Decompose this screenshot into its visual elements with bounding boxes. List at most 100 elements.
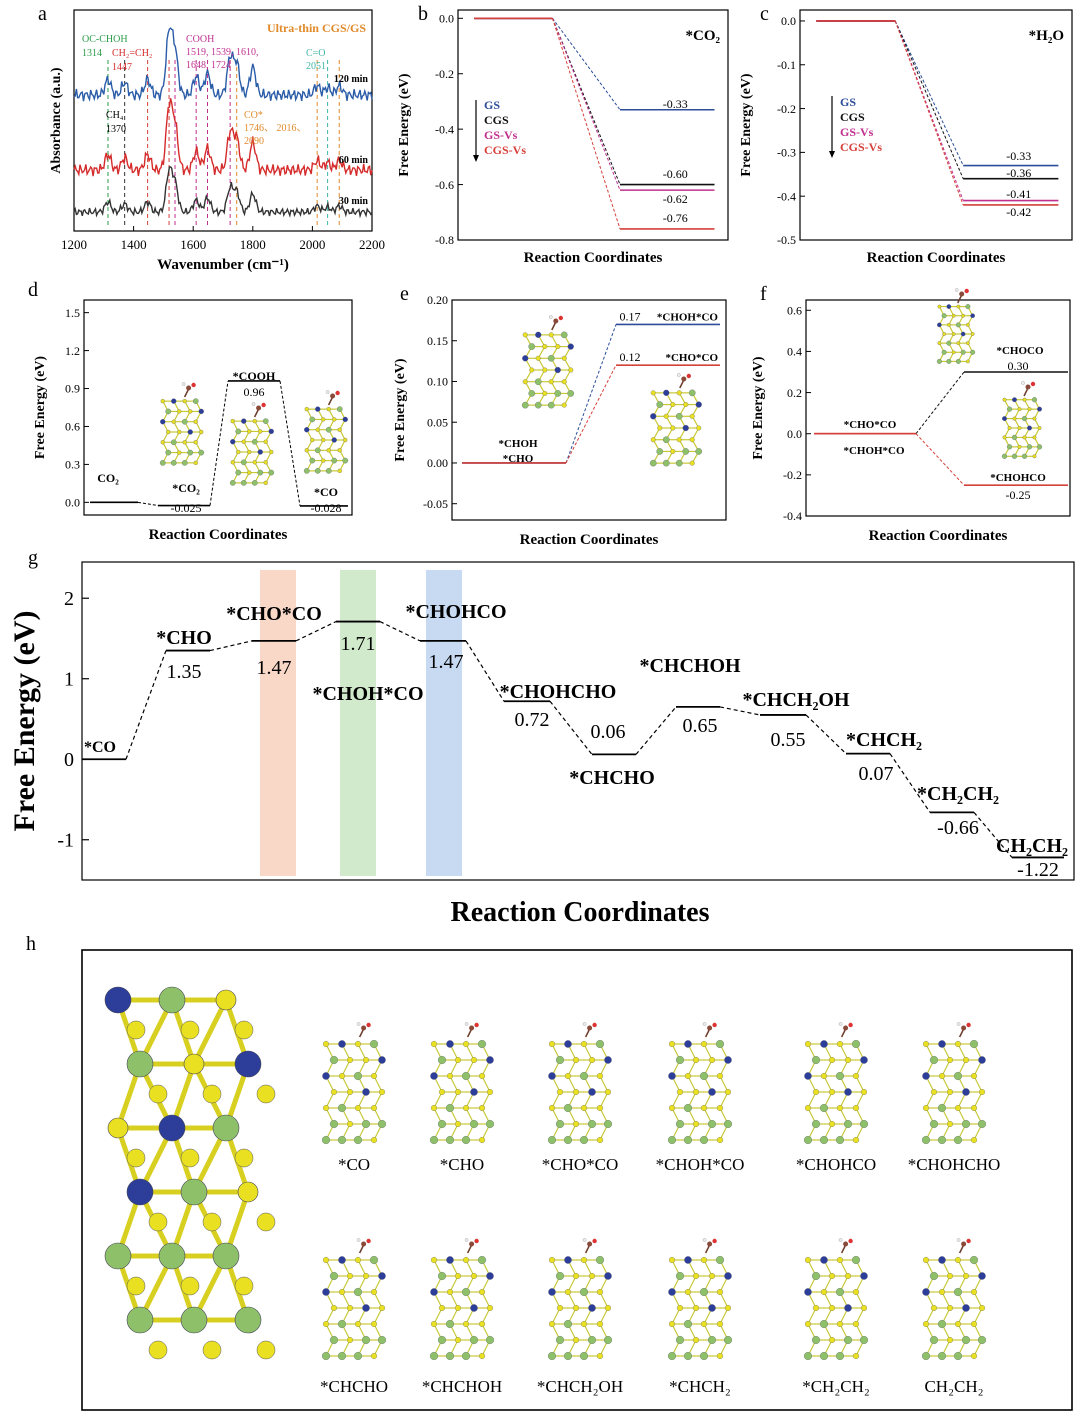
- atom: [692, 1120, 700, 1128]
- atom: [970, 1104, 978, 1112]
- panel-d: d 1.5 1.2 0.9 0.6 0.3 0.0 Free Energy (eV) React…: [28, 279, 353, 543]
- atom: [946, 1336, 954, 1344]
- atom: [937, 304, 942, 309]
- atom: [723, 1119, 733, 1129]
- atom: [321, 417, 326, 422]
- atom: [315, 406, 321, 412]
- atom: [708, 1272, 716, 1280]
- value-label: 0.65: [683, 715, 718, 737]
- atom: [961, 1335, 971, 1345]
- atom: [437, 1119, 447, 1129]
- atom: [699, 1287, 709, 1297]
- atom: [235, 469, 242, 476]
- panel-letter: g: [28, 547, 38, 569]
- atom: [240, 480, 247, 486]
- atom: [819, 1103, 829, 1113]
- atom: [330, 1088, 338, 1096]
- atom: [956, 304, 961, 309]
- chart-title: Ultra-thin CGS/GS: [267, 21, 366, 35]
- atom: [322, 1040, 330, 1048]
- structure-model: [1001, 381, 1043, 459]
- adsorbate-atom: [366, 1022, 371, 1028]
- atom: [322, 1104, 330, 1112]
- atom: [596, 1136, 604, 1144]
- structure-label: CH₂CH₂: [924, 1377, 983, 1396]
- atom: [951, 313, 956, 318]
- y-tick-label: -0.4: [777, 189, 796, 203]
- atom: [258, 429, 263, 434]
- atom: [555, 1271, 565, 1281]
- atom: [370, 1352, 378, 1360]
- atom: [346, 1088, 354, 1096]
- atom: [309, 416, 316, 423]
- legend-arrowhead: [829, 151, 835, 158]
- atom: [859, 1335, 869, 1345]
- state-label: *CHO*CO: [844, 419, 897, 431]
- atom: [326, 407, 331, 412]
- atom: [430, 1072, 438, 1080]
- atom: [337, 1135, 347, 1145]
- adsorbate-atom: [702, 1022, 707, 1026]
- atom: [322, 1288, 330, 1296]
- atom: [835, 1287, 845, 1297]
- atom: [668, 1104, 676, 1112]
- atom: [961, 313, 965, 318]
- atom: [852, 1072, 860, 1080]
- atom: [563, 1351, 573, 1361]
- x-axis-label: Reaction Coordinates: [867, 250, 1006, 266]
- atom: [212, 1242, 240, 1270]
- atom: [325, 468, 332, 474]
- panel-letter: h: [26, 933, 36, 955]
- atom: [689, 437, 695, 443]
- atom: [1037, 426, 1042, 430]
- atom: [953, 1071, 963, 1081]
- atom: [430, 1040, 438, 1048]
- atom: [534, 378, 542, 386]
- structure-label: *CHOHCO: [796, 1155, 876, 1174]
- atom: [670, 402, 676, 408]
- atom: [241, 418, 247, 424]
- atom: [692, 1056, 700, 1064]
- x-tick-label: 1600: [180, 237, 206, 252]
- atom: [1017, 444, 1022, 449]
- atom: [445, 1103, 455, 1113]
- atom: [811, 1271, 821, 1281]
- plot-frame: [81, 561, 1075, 881]
- atom: [715, 1039, 725, 1049]
- atom: [1006, 406, 1013, 412]
- atom: [548, 332, 554, 338]
- atom: [529, 367, 535, 373]
- annotation: CH₄: [106, 110, 124, 121]
- atom: [187, 449, 194, 456]
- atom: [844, 1304, 852, 1312]
- atom: [844, 1272, 852, 1280]
- atom: [315, 427, 320, 432]
- atom: [331, 437, 337, 443]
- atom: [675, 459, 683, 467]
- atom: [1027, 407, 1032, 412]
- atom: [938, 1288, 946, 1296]
- atom: [946, 1120, 954, 1128]
- atom: [708, 1056, 716, 1064]
- y-tick-label: 1: [64, 669, 74, 691]
- atom: [596, 1072, 604, 1080]
- atom: [329, 1119, 339, 1129]
- panel-f: f 0.6 0.4 0.2 0.0 -0.2 -0.4 Free Energy (eV) Rea…: [751, 283, 1071, 544]
- atom: [461, 1287, 471, 1297]
- atom: [977, 1335, 987, 1345]
- adsorbate-atom: [587, 1025, 593, 1031]
- atom: [353, 1071, 363, 1081]
- atom: [683, 1135, 693, 1145]
- structure-label: *CHO*CO: [542, 1155, 619, 1174]
- value-label: 1.47: [429, 651, 464, 673]
- atom: [683, 1351, 693, 1361]
- atom: [180, 1276, 200, 1296]
- atom: [322, 1320, 330, 1328]
- atom: [346, 1336, 354, 1344]
- structure-model: [649, 373, 703, 467]
- atom: [966, 359, 970, 364]
- value-label: -0.33: [1006, 149, 1031, 163]
- large-structure: [104, 986, 276, 1360]
- annotation: 1370: [106, 124, 126, 135]
